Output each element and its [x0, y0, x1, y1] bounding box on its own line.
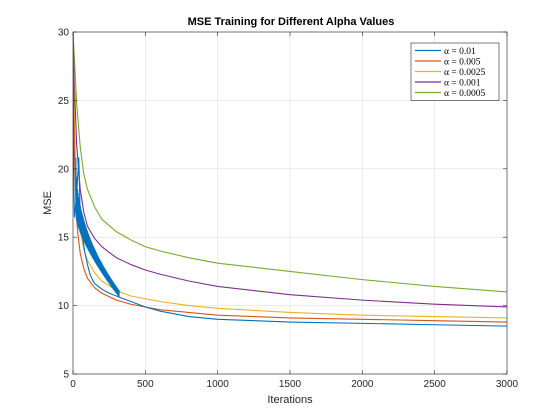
legend-label-alpha-0-001: α = 0.001	[444, 78, 481, 88]
x-tick-label: 2500	[424, 379, 447, 390]
x-axis-label: Iterations	[267, 394, 313, 406]
series-oscillation-alpha-0-01	[75, 157, 120, 298]
series-layer	[73, 32, 507, 327]
chart-title: MSE Training for Different Alpha Values	[188, 16, 395, 28]
y-tick-label: 10	[58, 301, 70, 312]
y-tick-label: 15	[58, 233, 70, 244]
x-tick-label: 2000	[351, 379, 374, 390]
y-tick-label: 30	[58, 28, 70, 39]
x-tick-label: 1000	[207, 379, 230, 390]
y-tick-label: 5	[63, 370, 69, 381]
x-tick-label: 0	[70, 379, 76, 390]
x-tick-label: 1500	[279, 379, 302, 390]
series-line-alpha-0-005	[73, 32, 507, 323]
x-tick-label: 500	[137, 379, 154, 390]
legend-label-alpha-0-0025: α = 0.0025	[444, 68, 485, 78]
series-line-alpha-0-0005	[73, 32, 507, 293]
y-tick-label: 25	[58, 96, 70, 107]
legend-label-alpha-0-01: α = 0.01	[444, 47, 476, 57]
y-tick-label: 20	[58, 164, 70, 175]
y-axis-label: MSE	[42, 191, 54, 215]
legend-label-alpha-0-0005: α = 0.0005	[444, 89, 485, 99]
ticks: 0 500 1000 1500 2000 2500 3000 5 10 15 20 25 30	[58, 28, 519, 391]
x-tick-label: 3000	[496, 379, 519, 390]
legend-label-alpha-0-005: α = 0.005	[444, 57, 481, 67]
